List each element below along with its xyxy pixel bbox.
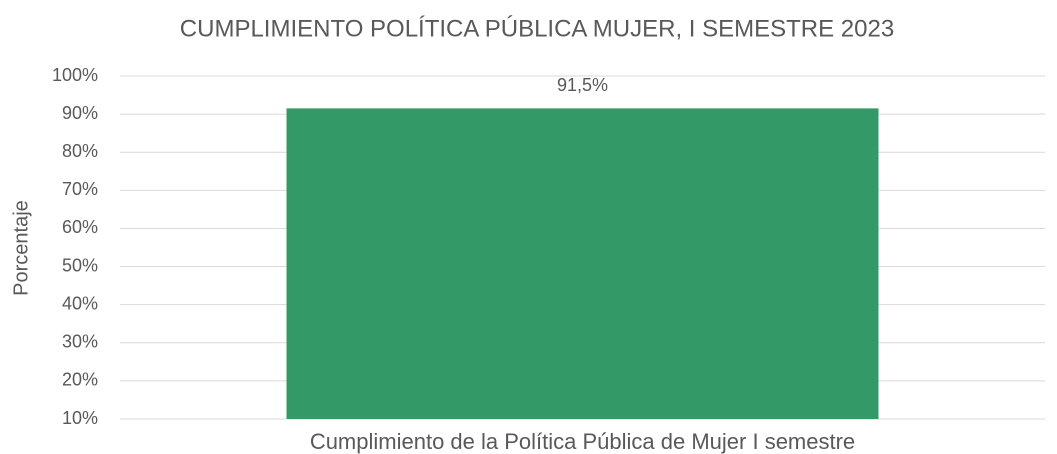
- y-tick-label: 70%: [62, 179, 98, 199]
- y-tick-label: 10%: [62, 408, 98, 428]
- bar: [286, 108, 879, 420]
- x-tick-label: Cumplimiento de la Política Pública de M…: [310, 429, 855, 454]
- y-tick-label: 80%: [62, 141, 98, 161]
- data-label: 91,5%: [557, 75, 608, 95]
- y-tick-label: 20%: [62, 370, 98, 390]
- y-tick-label: 60%: [62, 217, 98, 237]
- chart-title: CUMPLIMIENTO POLÍTICA PÚBLICA MUJER, I S…: [180, 15, 894, 42]
- y-tick-label: 90%: [62, 103, 98, 123]
- y-tick-label: 50%: [62, 255, 98, 275]
- y-tick-label: 100%: [52, 65, 98, 85]
- y-tick-label: 40%: [62, 293, 98, 313]
- y-tick-label: 30%: [62, 332, 98, 352]
- y-axis-label: Porcentaje: [10, 200, 32, 296]
